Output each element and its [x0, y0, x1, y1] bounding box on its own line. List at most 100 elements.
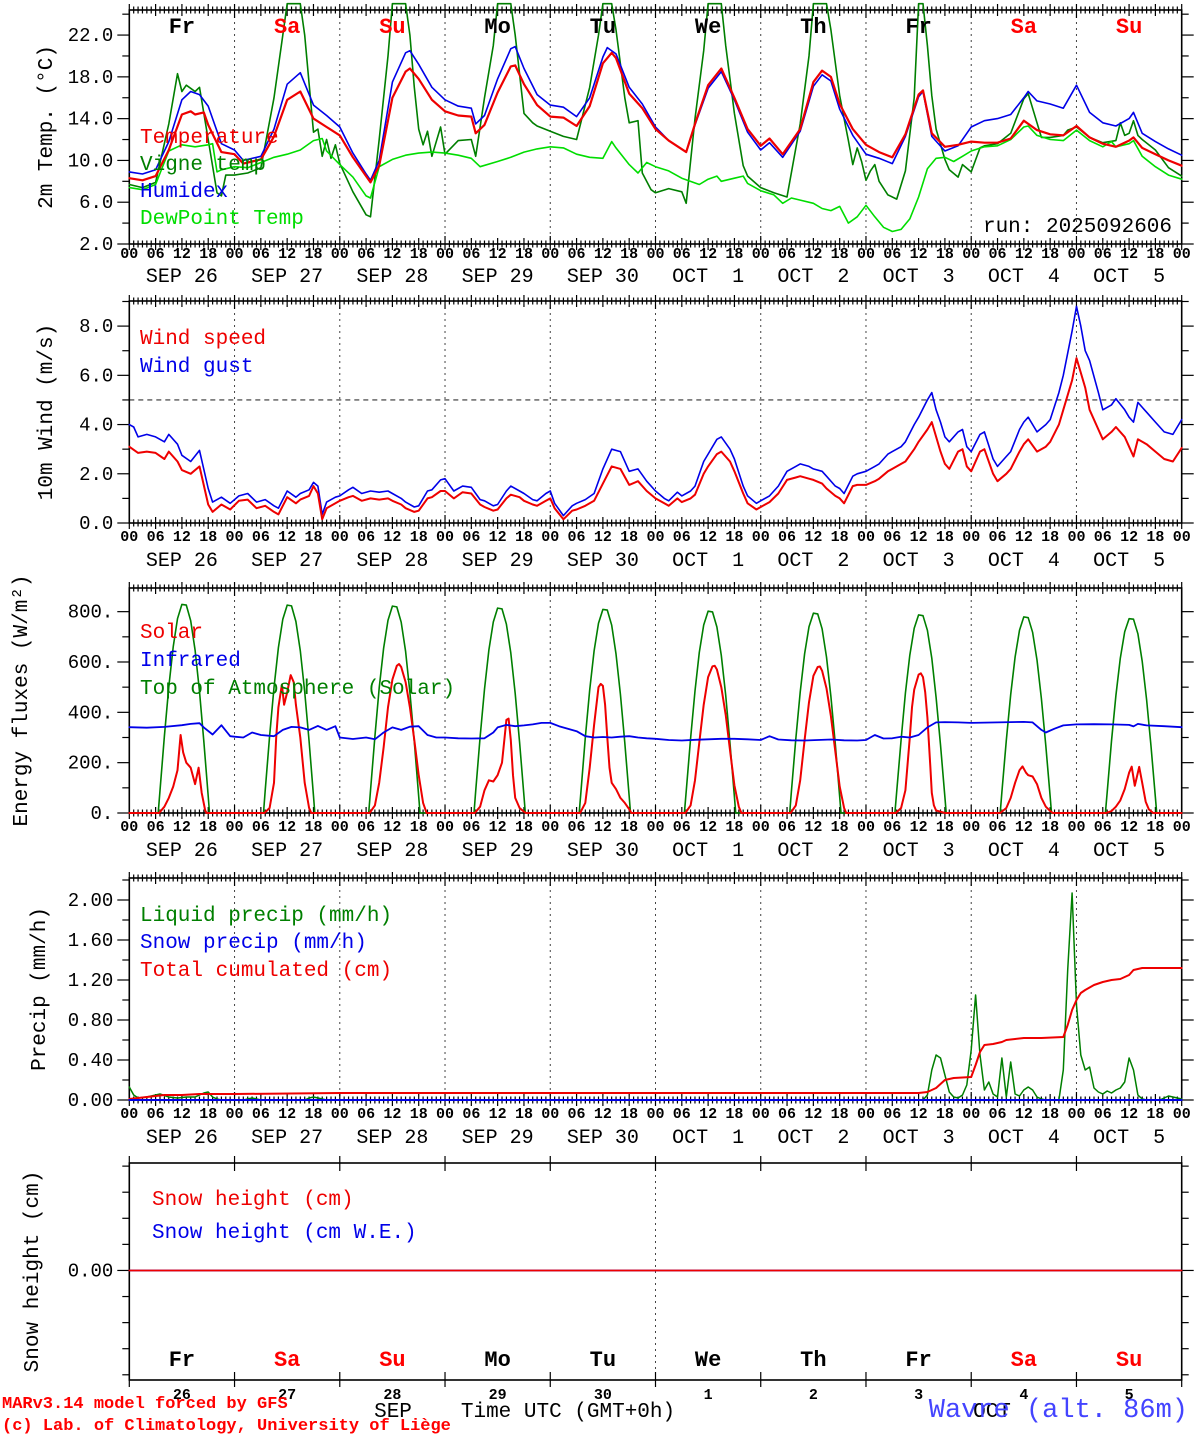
- y-tick-label: 0.40: [68, 1050, 114, 1072]
- date-label: OCT 4: [988, 266, 1060, 289]
- date-label: OCT 4: [988, 1127, 1060, 1150]
- legend-precipitation-2: Total cumulated (cm): [140, 960, 392, 983]
- hour-label: 18: [620, 1106, 638, 1123]
- legend-temperature-2: Humidex: [140, 181, 228, 204]
- y-tick-label: 4.0: [79, 415, 113, 437]
- date-label: SEP 26: [146, 840, 218, 863]
- hour-label: 18: [831, 246, 849, 263]
- series-temperature: [128, 51, 1183, 184]
- hour-label: 12: [278, 1106, 296, 1123]
- weekday-label: Su: [1116, 15, 1142, 40]
- hour-label: 00: [226, 1106, 244, 1123]
- date-label: OCT 1: [672, 1127, 744, 1150]
- hour-label: 00: [752, 1106, 770, 1123]
- hour-label: 18: [831, 819, 849, 836]
- hour-label: 00: [436, 246, 454, 263]
- hour-label: 06: [147, 529, 165, 546]
- hour-label: 18: [304, 819, 322, 836]
- hour-label: 00: [1173, 246, 1191, 263]
- date-label: OCT 5: [1093, 1127, 1165, 1150]
- hour-label: 12: [1120, 529, 1138, 546]
- y-tick-label: 8.0: [79, 316, 113, 338]
- date-label: SEP 30: [567, 840, 639, 863]
- weekday-label: Tu: [590, 15, 616, 40]
- y-tick-label: 2.00: [68, 890, 114, 912]
- hour-label: 12: [1120, 1106, 1138, 1123]
- hour-label: 18: [515, 529, 533, 546]
- hour-label: 06: [1094, 529, 1112, 546]
- hour-label: 12: [804, 529, 822, 546]
- date-label: SEP 30: [567, 1127, 639, 1150]
- hour-label: 12: [489, 819, 507, 836]
- date-label: SEP 29: [462, 266, 534, 289]
- hour-label: 06: [357, 246, 375, 263]
- date-label: SEP 30: [567, 550, 639, 573]
- hour-label: 06: [778, 246, 796, 263]
- y-tick-label: 1.20: [68, 970, 114, 992]
- hour-label: 18: [725, 246, 743, 263]
- hour-label: 06: [673, 1106, 691, 1123]
- y-axis-title-snow-height: Snow height (cm): [22, 1171, 45, 1373]
- legend-energy-fluxes-2: Top of Atmosphere (Solar): [140, 678, 455, 701]
- hour-label: 12: [804, 246, 822, 263]
- legend-snow-height-1: Snow height (cm W.E.): [152, 1222, 417, 1245]
- hour-label: 06: [252, 529, 270, 546]
- hour-label: 12: [1015, 819, 1033, 836]
- hour-label: 18: [725, 529, 743, 546]
- hour-label: 18: [1041, 529, 1059, 546]
- hour-label: 00: [857, 819, 875, 836]
- hour-label: 06: [252, 819, 270, 836]
- hour-label: 00: [541, 529, 559, 546]
- hour-label: 06: [462, 529, 480, 546]
- hour-label: 06: [989, 819, 1007, 836]
- month-label-oct: OCT: [973, 1401, 1011, 1424]
- date-label: OCT 2: [777, 550, 849, 573]
- hour-label: 06: [147, 819, 165, 836]
- hour-label: 06: [568, 529, 586, 546]
- panel-energy-fluxes: 800. 600. 400. 200. 0. Energy fluxes (W/m²) 00…: [11, 574, 1194, 863]
- hour-label: 00: [436, 1106, 454, 1123]
- y-tick-label: 0.00: [68, 1090, 114, 1112]
- month-label-sep: SEP: [374, 1401, 412, 1424]
- hour-label: 00: [436, 819, 454, 836]
- weekday-label: Fr: [905, 15, 931, 40]
- hour-label: 12: [383, 1106, 401, 1123]
- hour-label: 12: [699, 1106, 717, 1123]
- hour-label: 06: [989, 529, 1007, 546]
- date-label: SEP 28: [356, 840, 428, 863]
- hour-label: 06: [357, 1106, 375, 1123]
- hour-label: 12: [1015, 1106, 1033, 1123]
- hour-label: 00: [1067, 1106, 1085, 1123]
- legend-snow-height-0: Snow height (cm): [152, 1189, 354, 1212]
- hour-label: 06: [673, 529, 691, 546]
- hour-label: 12: [173, 819, 191, 836]
- hour-label: 18: [410, 819, 428, 836]
- model-credit-line2: (c) Lab. of Climatology, University of L…: [2, 1417, 451, 1436]
- date-label: OCT 4: [988, 550, 1060, 573]
- hour-label: 00: [857, 1106, 875, 1123]
- weekday-label: Fr: [169, 1348, 195, 1373]
- hour-label: 00: [1173, 1106, 1191, 1123]
- plot-border: [128, 300, 1183, 524]
- day-number-label: 29: [489, 1387, 507, 1404]
- hour-label: 18: [410, 246, 428, 263]
- y-axis-title-temperature: 2m Temp. (°C): [36, 45, 59, 209]
- date-label: OCT 1: [672, 840, 744, 863]
- hour-label: 00: [646, 246, 664, 263]
- hour-label: 12: [594, 1106, 612, 1123]
- date-label: OCT 2: [777, 840, 849, 863]
- hour-label: 06: [673, 819, 691, 836]
- hour-label: 18: [410, 529, 428, 546]
- hour-label: 18: [304, 1106, 322, 1123]
- panel-snow-height: 0.00 Snow height (cm) 26 27 28 29 30 1 2 3 4 5 Fr Sa S…: [22, 1156, 1194, 1404]
- hour-label: 06: [252, 1106, 270, 1123]
- y-tick-label: 400.: [68, 702, 114, 724]
- hour-label: 00: [752, 246, 770, 263]
- hour-label: 18: [936, 529, 954, 546]
- y-axis-title-wind: 10m Wind (m/s): [36, 324, 59, 500]
- hour-label: 12: [594, 819, 612, 836]
- day-number-label: 3: [914, 1387, 923, 1404]
- y-tick-label: 0.80: [68, 1010, 114, 1032]
- hour-label: 18: [199, 1106, 217, 1123]
